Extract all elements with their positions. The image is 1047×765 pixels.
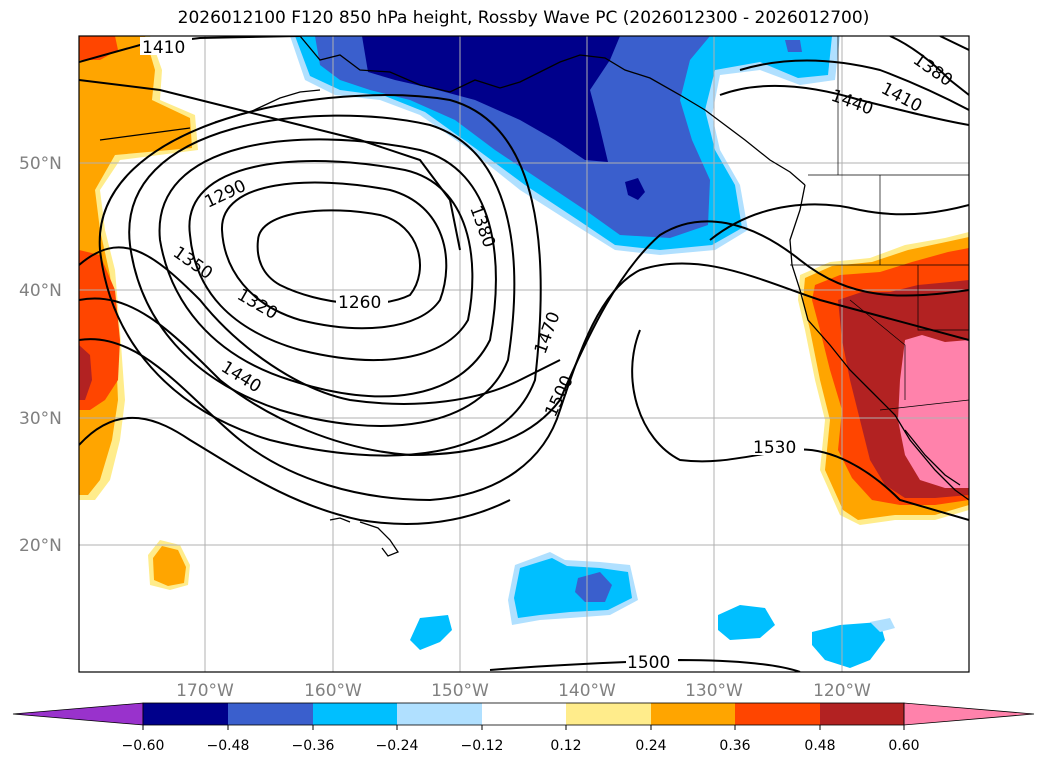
contour-1290 (220, 181, 448, 330)
subtropical-negative-3 (718, 605, 775, 640)
lon-label-160w: 160°W (304, 681, 362, 701)
state-line-4 (849, 299, 906, 400)
longitude-axis: 170°W 160°W 150°W 140°W 130°W 120°W (176, 681, 871, 701)
mexico-border (879, 399, 969, 411)
colorbar-label-6: 0.24 (635, 738, 666, 754)
lon-label-170w: 170°W (176, 681, 234, 701)
colorbar-label-0: −0.60 (122, 738, 165, 754)
colorbar-extend-right (903, 702, 1035, 726)
contour-1500 (79, 262, 969, 502)
contour-1440-mid (79, 246, 561, 405)
contour-label-bg-1530 (752, 437, 804, 455)
contour-1470-east (709, 203, 969, 241)
subtropical-negative-1-mid (514, 558, 632, 618)
lon-label-120w: 120°W (813, 681, 871, 701)
state-line-3 (917, 265, 969, 331)
shaded-field (79, 36, 969, 668)
contour-label-1410: 1410 (142, 38, 185, 58)
contour-1320 (188, 160, 474, 361)
west-positive-core (79, 345, 92, 400)
subtropical-negative-4 (812, 622, 885, 668)
colorbar-label-5: 0.12 (550, 738, 581, 754)
contour-labels: 1410 1290 1350 1320 1260 1380 1440 1470 … (140, 37, 956, 673)
contour-1530 (631, 329, 969, 521)
colorbar-frame (142, 702, 905, 726)
north-negative-spot (625, 178, 645, 200)
east-positive-extreme (898, 335, 969, 488)
lat-label-50n: 50°N (19, 154, 62, 174)
small-positive-inner (153, 546, 186, 586)
contour-label-bg-1260 (336, 292, 388, 310)
colorbar-swatch-8 (820, 703, 904, 725)
north-negative-core (362, 36, 620, 162)
colorbar-extend-left (12, 702, 144, 726)
contour-1500-south (489, 658, 801, 672)
colorbar-swatch-6 (651, 703, 735, 725)
colorbar: −0.60 −0.48 −0.36 −0.24 −0.12 0.12 0.24 … (12, 702, 1035, 754)
colorbar-label-1: −0.48 (207, 738, 250, 754)
alaska-coast (299, 36, 806, 186)
contour-1440-east (719, 84, 969, 126)
hawaii-1 (329, 517, 351, 523)
contour-label-bg-1500-south (626, 652, 678, 670)
colorbar-swatch-2 (313, 703, 397, 725)
colorbar-swatch-3 (397, 703, 482, 725)
lon-label-130w: 130°W (685, 681, 743, 701)
contour-1350-east (939, 36, 969, 51)
borders (790, 36, 969, 411)
lat-label-40n: 40°N (19, 281, 62, 301)
latitude-axis: 50°N 40°N 30°N 20°N (19, 154, 62, 556)
contour-label-1530: 1530 (753, 438, 796, 458)
plot-title: 2026012100 F120 850 hPa height, Rossby W… (177, 8, 870, 28)
north-negative-strong (315, 36, 710, 238)
colorbar-label-7: 0.36 (719, 738, 750, 754)
graticule (79, 36, 969, 672)
contour-1530-north (79, 416, 511, 525)
north-negative-cap (785, 40, 802, 52)
colorbar-swatch-0 (143, 703, 228, 725)
contour-1410-east (739, 59, 969, 111)
contour-label-bg-1410 (140, 37, 192, 55)
colorbar-label-3: −0.24 (376, 738, 419, 754)
colorbar-swatch-4 (482, 703, 566, 725)
colorbar-label-2: −0.36 (292, 738, 335, 754)
height-contours (79, 36, 969, 672)
aleutian-islands (99, 127, 191, 141)
baja-california (904, 429, 961, 486)
colorbar-label-4: −0.12 (461, 738, 504, 754)
contour-1470 (79, 220, 969, 457)
colorbar-label-9: 0.60 (888, 738, 919, 754)
lat-label-30n: 30°N (19, 409, 62, 429)
contour-label-1500-south: 1500 (627, 653, 670, 673)
lon-label-150w: 150°W (431, 681, 489, 701)
hawaii-2 (359, 521, 399, 557)
contour-1260 (256, 209, 421, 305)
subtropical-negative-1-core (575, 572, 612, 602)
map-frame (78, 35, 970, 673)
contour-1350 (158, 138, 497, 398)
colorbar-swatch-1 (228, 703, 313, 725)
contour-label-1260: 1260 (338, 293, 381, 313)
contour-1380-east (889, 36, 969, 96)
colorbar-swatch-7 (735, 703, 820, 725)
subtropical-negative-4-weak (870, 618, 895, 632)
lat-label-20n: 20°N (19, 536, 62, 556)
lon-label-140w: 140°W (558, 681, 616, 701)
subtropical-negative-2 (410, 615, 452, 650)
colorbar-swatch-5 (566, 703, 651, 725)
colorbar-ticks (142, 725, 905, 730)
colorbar-label-8: 0.48 (804, 738, 835, 754)
north-american-coast (789, 184, 969, 501)
